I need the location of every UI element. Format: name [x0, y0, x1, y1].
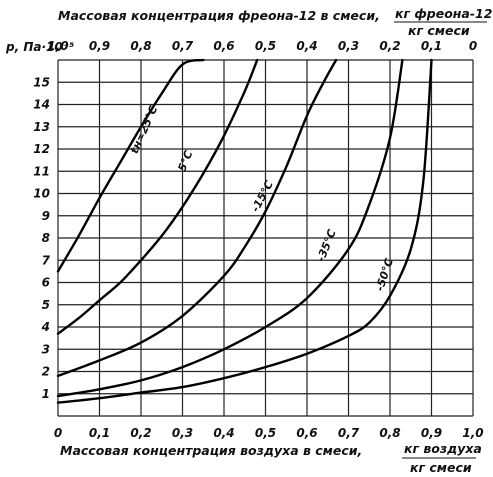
x-tick-label: 0,8	[379, 426, 400, 440]
y-tick-label: 2	[42, 365, 50, 379]
y-tick-label: 1	[42, 387, 50, 401]
y-tick-label: 6	[42, 276, 50, 290]
series-label-1: 5°C	[175, 149, 195, 174]
series-line-0	[56, 58, 205, 273]
y-tick-label: 14	[33, 98, 50, 112]
y-tick-label: 4	[41, 320, 50, 334]
top-axis-ticks: 1,0 0,9 0,8 0,7 0,6 0,5 0,4 0,3 0,2 0,1 0	[47, 39, 477, 53]
top-tick-label: 0,9	[89, 39, 110, 53]
y-tick-label: 8	[42, 231, 50, 245]
series-label-4: -50°C	[373, 257, 396, 293]
top-tick-label: 1,0	[47, 39, 68, 53]
series-line-2	[56, 58, 338, 378]
series-label-3: -35°C	[314, 228, 339, 264]
x-tick-label: 0,3	[172, 426, 193, 440]
y-tick-label: 7	[42, 253, 51, 267]
x-tick-label: 0,1	[89, 426, 110, 440]
y-tick-label: 9	[42, 209, 50, 223]
curves	[56, 58, 433, 404]
y-tick-label: 13	[33, 120, 50, 134]
x-axis-title: Массовая концентрация воздуха в смеси,	[60, 443, 362, 458]
top-tick-label: 0	[469, 39, 477, 53]
y-tick-label: 10	[33, 187, 50, 201]
x-tick-label: 0,6	[296, 426, 317, 440]
x-axis-unit-denominator: кг смеси	[410, 460, 472, 475]
y-tick-label: 12	[33, 142, 50, 156]
grid	[57, 59, 474, 417]
top-axis-unit-numerator: кг фреона-12	[395, 6, 492, 21]
y-tick-label: 11	[33, 164, 50, 178]
top-axis-unit-denominator: кг смеси	[408, 23, 470, 38]
top-tick-label: 0,5	[255, 39, 276, 53]
top-tick-label: 0,1	[421, 39, 442, 53]
x-tick-label: 1,0	[462, 426, 483, 440]
series-line-1	[56, 58, 259, 335]
y-tick-label: 5	[42, 298, 50, 312]
top-tick-label: 0,6	[213, 39, 234, 53]
series-line-3	[56, 58, 404, 398]
series-line-4	[56, 58, 433, 404]
x-tick-label: 0,9	[421, 426, 442, 440]
series-label-0: tн=25°C	[128, 104, 161, 156]
x-tick-label: 0,4	[213, 426, 234, 440]
top-tick-label: 0,2	[379, 39, 400, 53]
curve-labels: tн=25°C5°C-15°C-35°C-50°C	[128, 104, 396, 293]
top-tick-label: 0,8	[130, 39, 151, 53]
x-tick-label: 0,5	[255, 426, 276, 440]
top-tick-label: 0,3	[338, 39, 359, 53]
top-tick-label: 0,4	[296, 39, 317, 53]
x-axis-ticks: 0 0,1 0,2 0,3 0,4 0,5 0,6 0,7 0,8 0,9 1,0	[54, 426, 484, 440]
x-tick-label: 0,7	[338, 426, 360, 440]
y-axis-label: p, Па·10⁻⁵	[5, 40, 74, 54]
y-tick-label: 3	[42, 342, 50, 356]
x-tick-label: 0,2	[130, 426, 151, 440]
x-axis-unit-numerator: кг воздуха	[404, 441, 482, 456]
top-axis-title: Массовая концентрация фреона-12 в смеси,	[58, 8, 380, 23]
x-tick-label: 0	[54, 426, 62, 440]
top-tick-label: 0,7	[172, 39, 194, 53]
y-tick-label: 15	[33, 75, 50, 89]
